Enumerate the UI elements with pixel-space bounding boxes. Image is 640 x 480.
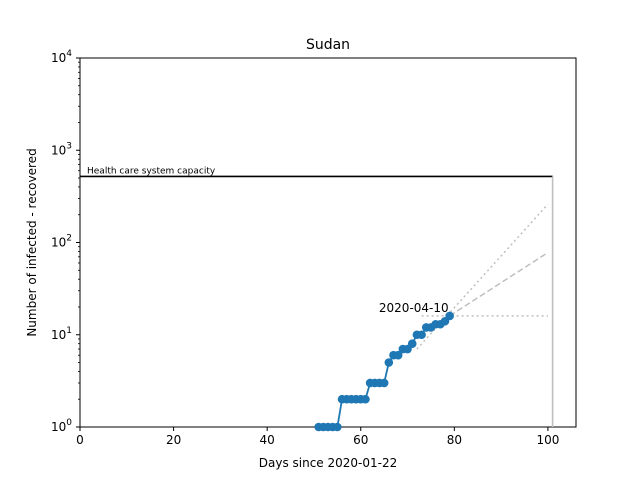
data-point (445, 311, 454, 321)
x-tick-label: 80 (447, 433, 462, 447)
y-tick-label: 101 (51, 326, 72, 342)
plot-area (79, 57, 577, 428)
data-point (407, 339, 417, 348)
date-annotation: 2020-04-10 (379, 301, 449, 315)
data-point (361, 394, 370, 404)
x-axis-label: Days since 2020-01-22 (259, 456, 398, 470)
data-series (314, 311, 454, 432)
x-axis: 0 20 40 60 80 100 (76, 427, 559, 447)
data-point (384, 358, 394, 367)
annotations: 2020-04-10 (379, 301, 449, 315)
series-line (318, 315, 451, 428)
data-point (333, 422, 342, 432)
capacity-line-group: Health care system capacity (80, 166, 554, 427)
y-tick-label: 103 (51, 141, 72, 157)
data-point (379, 378, 389, 388)
y-tick-label: 102 (51, 234, 72, 250)
projection-lines (416, 203, 549, 350)
plot-frame (79, 57, 577, 428)
x-tick-label: 0 (76, 433, 84, 447)
data-point (393, 350, 403, 360)
data-point (417, 330, 426, 340)
x-tick-label: 40 (260, 433, 275, 447)
y-axis-label: Number of infected - recovered (25, 148, 39, 336)
y-tick-label: 100 (51, 418, 72, 434)
x-tick-label: 20 (166, 433, 181, 447)
projection-dashed-line (449, 251, 549, 317)
x-tick-label: 60 (353, 433, 368, 447)
x-tick-label: 100 (536, 433, 559, 447)
capacity-label: Health care system capacity (87, 166, 216, 176)
y-axis: 100 101 102 103 104 (51, 49, 80, 434)
y-tick-label: 104 (51, 49, 72, 65)
chart-title: Sudan (306, 37, 350, 53)
